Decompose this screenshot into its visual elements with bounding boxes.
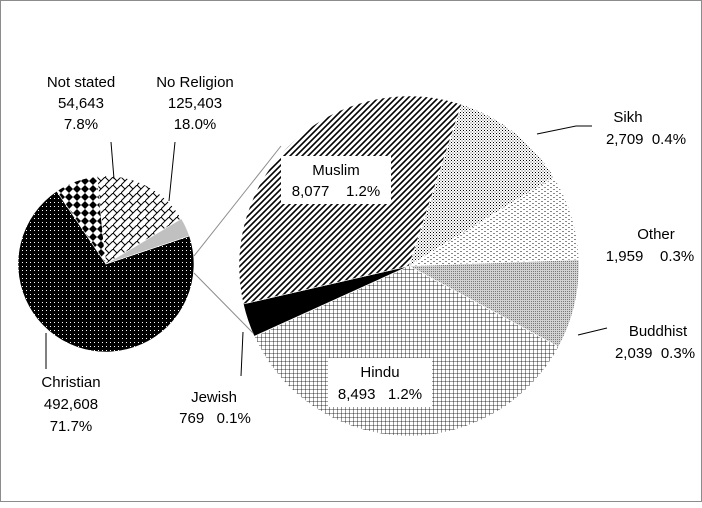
label-jewish-value: 769 0.1% — [179, 410, 251, 427]
label-not-stated-percent: 7.8% — [64, 116, 98, 133]
secondary-slice-sikh — [408, 103, 555, 267]
label-buddhist-name: Buddhist — [629, 323, 688, 340]
secondary-pie — [238, 95, 580, 437]
label-sikh-name: Sikh — [613, 109, 642, 126]
leader-jewish — [240, 331, 244, 377]
main-slice-no-religion — [96, 175, 182, 265]
label-other-value: 1,959 0.3% — [606, 248, 694, 265]
label-hindu-name: Hindu — [360, 364, 399, 381]
label-hindu-value: 8,493 1.2% — [338, 386, 422, 403]
secondary-slice-buddhist — [407, 259, 580, 348]
leader-not-stated — [110, 141, 115, 180]
leader-buddhist — [577, 327, 608, 336]
label-jewish-name: Jewish — [191, 389, 237, 406]
label-christian-percent: 71.7% — [50, 418, 93, 435]
label-buddhist-value: 2,039 0.3% — [615, 345, 695, 362]
label-box-hindu — [328, 358, 432, 407]
label-sikh-value: 2,709 0.4% — [606, 131, 686, 148]
leader-sikh — [536, 125, 592, 135]
main-slice-other-religions — [105, 218, 190, 265]
label-no-religion-percent: 18.0% — [174, 116, 217, 133]
label-muslim-value: 8,077 1.2% — [292, 183, 380, 200]
label-no-religion-name: No Religion — [156, 74, 234, 91]
label-muslim-name: Muslim — [312, 162, 360, 179]
main-pie — [17, 175, 195, 353]
label-box-muslim — [281, 156, 391, 204]
connector-line-bottom — [193, 272, 254, 334]
label-christian-name: Christian — [41, 374, 100, 391]
secondary-slice-other — [407, 176, 580, 267]
label-not-stated-name: Not stated — [47, 74, 115, 91]
label-no-religion-value: 125,403 — [168, 95, 222, 112]
leader-no-religion — [168, 141, 176, 202]
label-christian-value: 492,608 — [44, 396, 98, 413]
main-slice-christian — [17, 190, 195, 353]
connector-line-top — [193, 145, 282, 257]
label-other-name: Other — [637, 226, 675, 243]
label-not-stated-value: 54,643 — [58, 95, 104, 112]
